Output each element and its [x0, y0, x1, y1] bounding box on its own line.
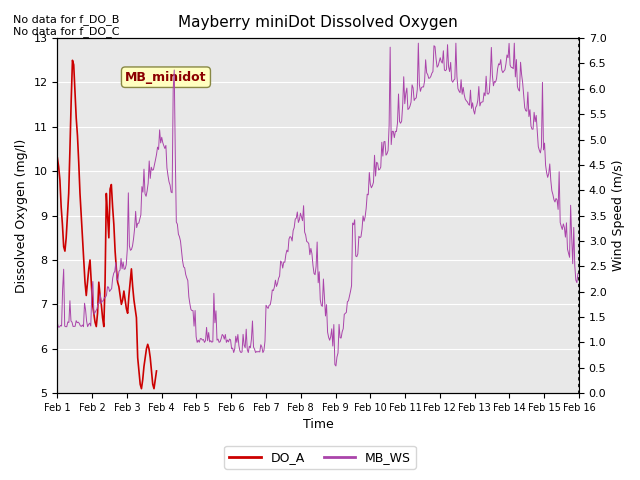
Y-axis label: Wind Speed (m/s): Wind Speed (m/s) — [612, 160, 625, 271]
MB_WS — [483, 73, 490, 79]
DO_A — [99, 315, 106, 321]
MB_WS — [564, 246, 572, 252]
DO_A — [138, 386, 145, 392]
Y-axis label: Dissolved Oxygen (mg/l): Dissolved Oxygen (mg/l) — [15, 139, 28, 293]
DO_A — [115, 284, 123, 289]
DO_A — [114, 279, 122, 285]
Text: No data for f_DO_B: No data for f_DO_B — [13, 13, 119, 24]
DO_A — [144, 341, 152, 347]
MB_WS — [364, 192, 372, 198]
Text: MB_minidot: MB_minidot — [125, 71, 207, 84]
Text: No data for f_DO_C: No data for f_DO_C — [13, 26, 119, 37]
Line: DO_A: DO_A — [58, 60, 157, 389]
MB_WS — [304, 239, 312, 245]
MB_WS — [336, 335, 344, 341]
Legend: DO_A, MB_WS: DO_A, MB_WS — [224, 446, 416, 469]
DO_A — [153, 368, 161, 374]
MB_WS — [415, 40, 422, 46]
Line: MB_WS: MB_WS — [58, 43, 578, 366]
DO_A — [119, 297, 127, 303]
Title: Mayberry miniDot Dissolved Oxygen: Mayberry miniDot Dissolved Oxygen — [179, 15, 458, 30]
MB_WS — [574, 271, 582, 276]
MB_WS — [301, 229, 308, 235]
DO_A — [54, 155, 61, 161]
MB_WS — [332, 363, 340, 369]
MB_WS — [54, 320, 61, 326]
X-axis label: Time: Time — [303, 419, 333, 432]
DO_A — [68, 58, 76, 63]
DO_A — [122, 306, 130, 312]
